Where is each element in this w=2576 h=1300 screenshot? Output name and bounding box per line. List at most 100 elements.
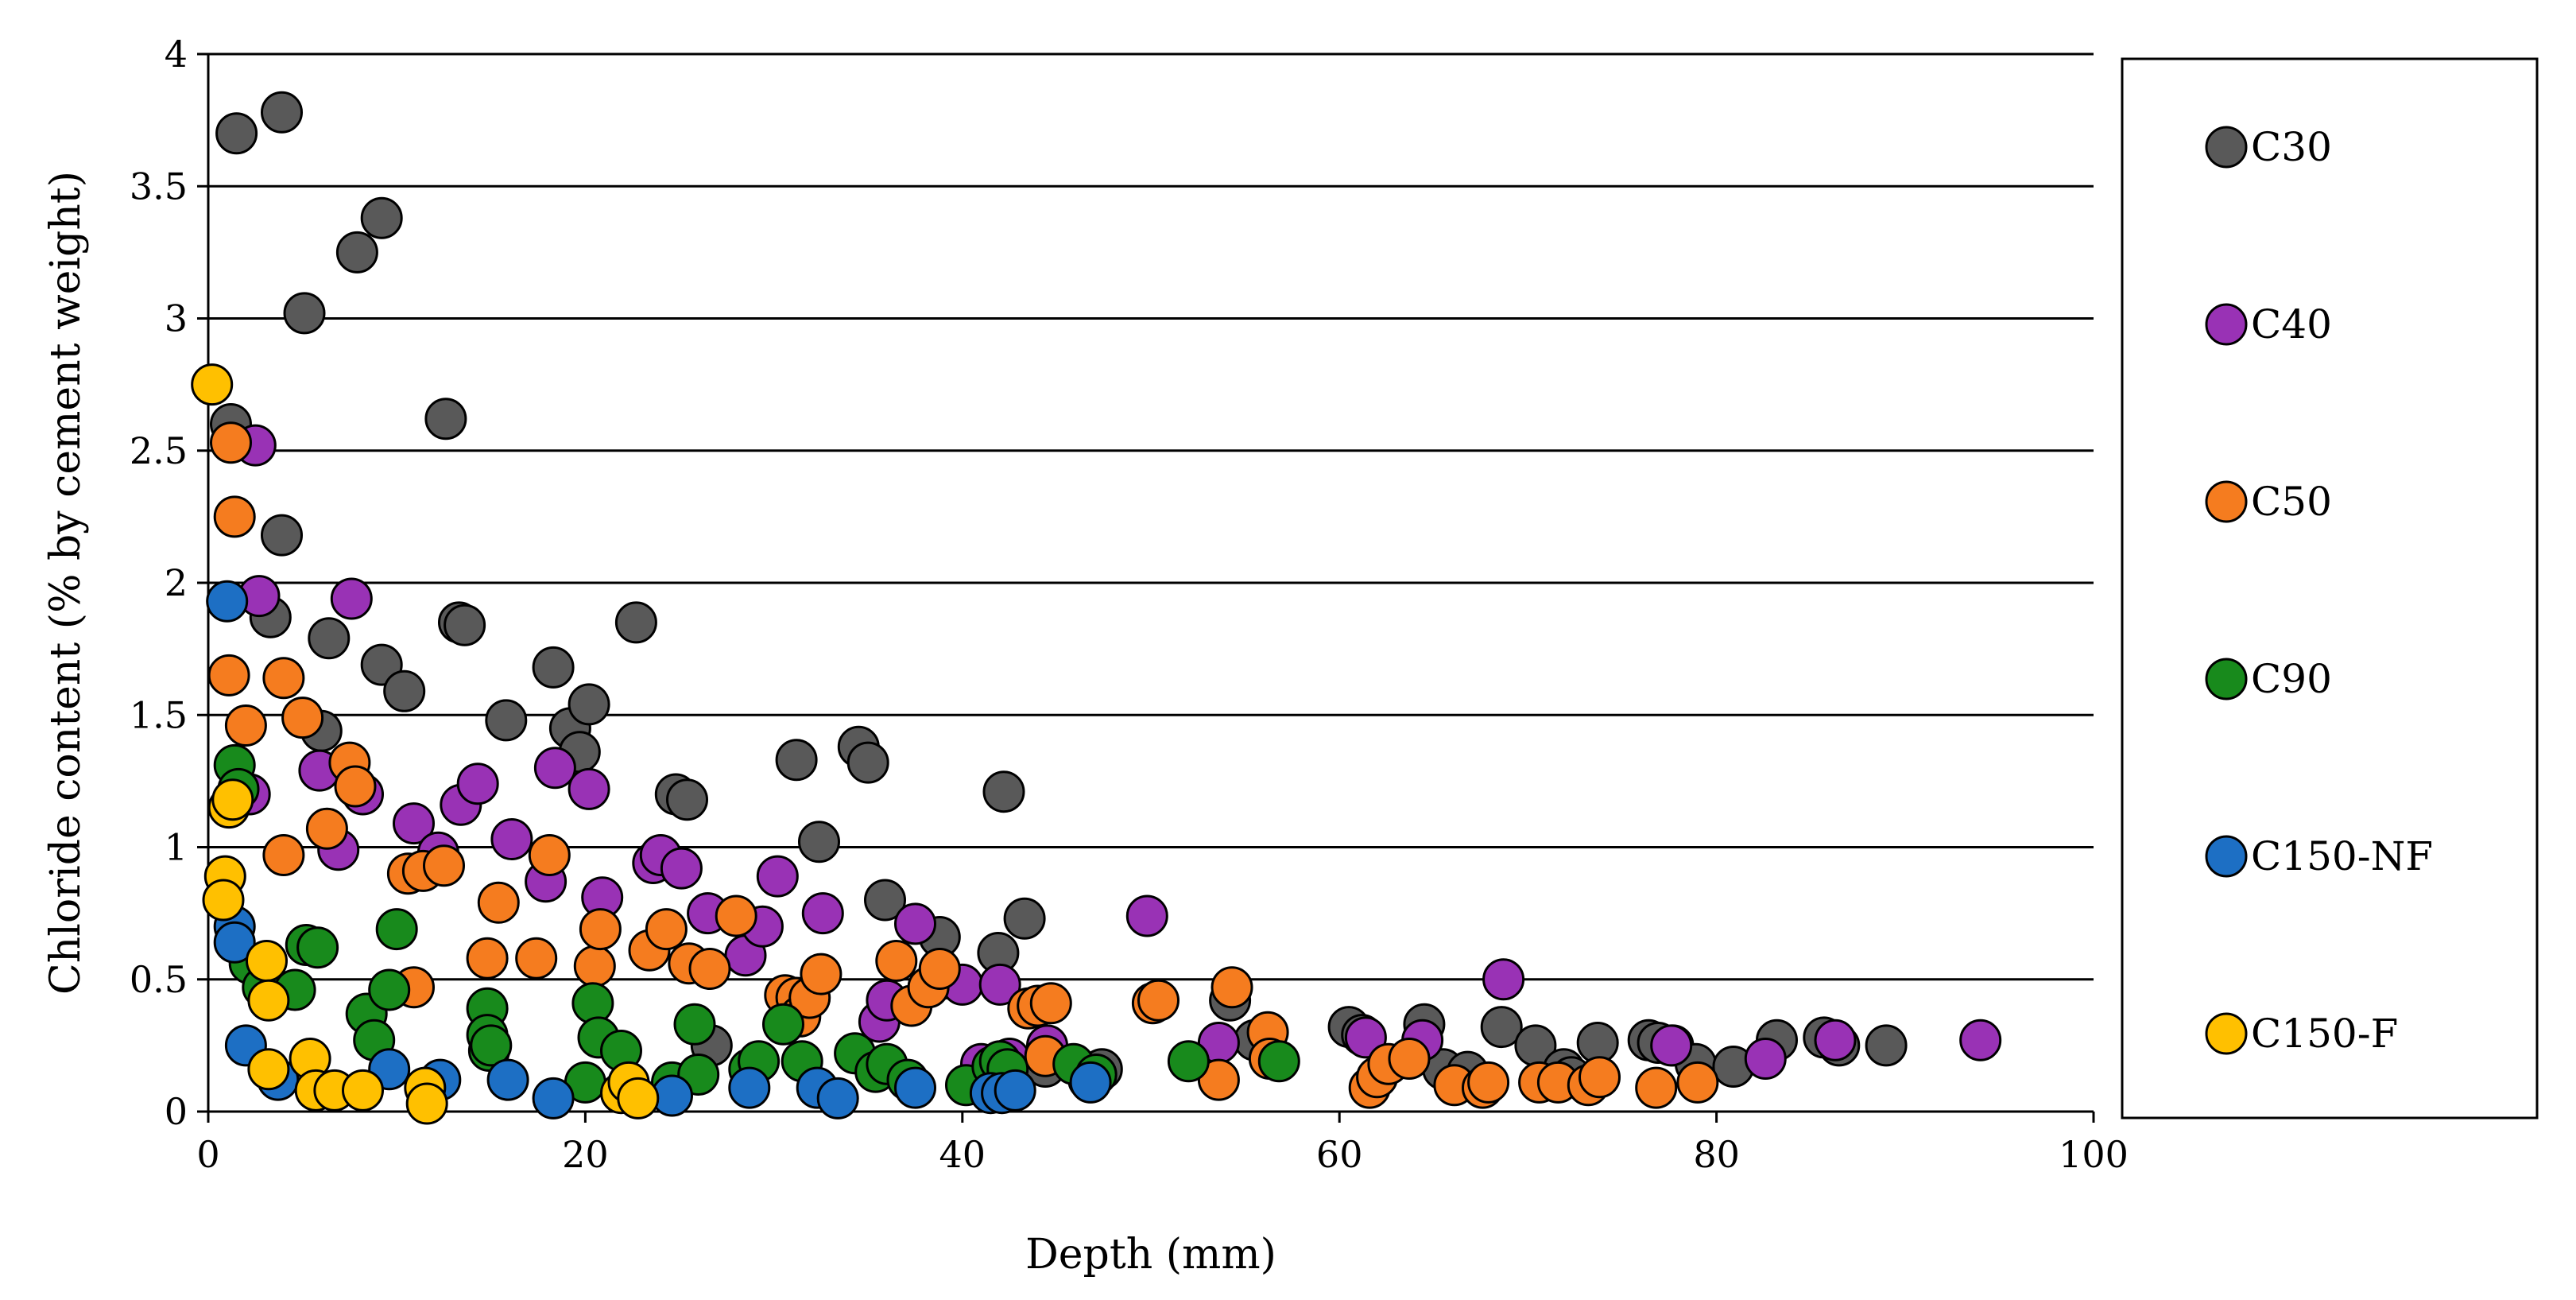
data-point: [215, 112, 258, 155]
data-point: [456, 763, 499, 805]
data-point: [1959, 1019, 2002, 1061]
data-point: [894, 1066, 936, 1109]
data-point: [393, 802, 435, 845]
y-tick-label: 4: [165, 33, 188, 76]
x-tick-label: 80: [1693, 1133, 1740, 1176]
data-point: [262, 657, 305, 700]
data-point: [424, 398, 467, 440]
x-tick-label: 100: [2059, 1133, 2129, 1176]
y-axis-title: Chloride content (% by cement weight): [42, 171, 90, 995]
data-point: [645, 908, 688, 951]
data-point: [978, 963, 1021, 1006]
legend-label: C150-NF: [2251, 833, 2433, 879]
data-point: [283, 292, 326, 335]
data-point: [533, 747, 576, 790]
data-point: [1482, 958, 1525, 1001]
data-point: [1865, 1024, 1908, 1067]
data-point: [213, 495, 256, 538]
data-point: [202, 879, 245, 922]
legend-marker: [2205, 303, 2248, 346]
y-tick-label: 2: [165, 561, 188, 604]
y-tick-label: 3: [165, 297, 188, 340]
data-point: [305, 807, 348, 850]
data-point: [1480, 1006, 1523, 1049]
data-point: [571, 982, 614, 1025]
legend-label: C40: [2251, 301, 2332, 347]
data-point: [224, 704, 267, 747]
data-point: [864, 879, 906, 922]
y-tick-label: 1.5: [130, 693, 188, 736]
data-point: [800, 953, 843, 995]
data-point: [1650, 1024, 1693, 1067]
data-point: [246, 940, 288, 982]
x-tick-label: 40: [939, 1133, 986, 1176]
data-point: [762, 1003, 804, 1046]
data-point: [490, 818, 533, 860]
data-point: [673, 1003, 716, 1046]
legend-marker: [2205, 480, 2248, 523]
data-point: [423, 844, 465, 887]
legend-label: C90: [2251, 656, 2332, 702]
y-tick-label: 0.5: [130, 958, 188, 1001]
y-tick-label: 3.5: [130, 165, 188, 208]
data-point: [567, 767, 610, 810]
data-point: [775, 739, 818, 782]
legend-marker: [2205, 126, 2248, 169]
legend-label: C150-F: [2251, 1011, 2398, 1057]
data-point: [368, 968, 411, 1011]
data-point: [1197, 1058, 1240, 1101]
x-tick-label: 20: [562, 1133, 609, 1176]
data-point: [296, 926, 339, 969]
data-point: [715, 894, 757, 937]
data-point: [360, 196, 403, 239]
data-point: [383, 669, 426, 712]
data-point: [335, 231, 378, 274]
data-point: [573, 945, 616, 988]
data-point: [1069, 1061, 1112, 1104]
data-point: [1257, 1040, 1300, 1083]
data-point: [477, 881, 520, 924]
data-points: [191, 91, 2002, 1125]
axes: 00.511.522.533.540 20 40 60 80 100: [130, 33, 2129, 1176]
data-point: [728, 1066, 771, 1109]
data-point: [261, 91, 303, 134]
data-point: [1467, 1061, 1510, 1104]
data-point: [213, 921, 256, 964]
data-point: [1211, 966, 1253, 1009]
data-point: [247, 979, 290, 1022]
data-point: [466, 937, 509, 980]
legend: C30 C40 C50 C90 C150-NF C150-F: [2121, 57, 2539, 1120]
x-tick-label: 60: [1316, 1133, 1363, 1176]
data-point: [801, 892, 844, 935]
data-point: [191, 363, 234, 406]
data-point: [308, 617, 351, 660]
data-point: [579, 908, 622, 951]
series-c50: [207, 421, 1719, 1109]
data-point: [894, 902, 936, 945]
data-point: [1125, 894, 1168, 937]
data-point: [756, 855, 799, 898]
data-point: [207, 654, 250, 697]
data-point: [485, 699, 528, 742]
data-point: [660, 847, 703, 890]
legend-label: C50: [2251, 479, 2332, 525]
legend-marker: [2205, 835, 2248, 878]
data-point: [816, 1077, 859, 1120]
data-point: [1744, 1038, 1787, 1080]
data-point: [798, 821, 840, 863]
data-point: [206, 580, 249, 623]
legend-label: C30: [2251, 124, 2332, 170]
data-point: [1676, 1061, 1719, 1104]
legend-marker: [2205, 1012, 2248, 1055]
data-point: [515, 937, 558, 980]
y-tick-label: 1: [165, 826, 188, 869]
y-tick-label: 0: [165, 1090, 188, 1133]
y-tick-label: 2.5: [130, 429, 188, 472]
data-point: [444, 603, 486, 646]
series-c150-f: [191, 363, 660, 1125]
data-point: [567, 683, 610, 726]
data-point: [247, 1048, 290, 1091]
data-point: [528, 834, 571, 876]
